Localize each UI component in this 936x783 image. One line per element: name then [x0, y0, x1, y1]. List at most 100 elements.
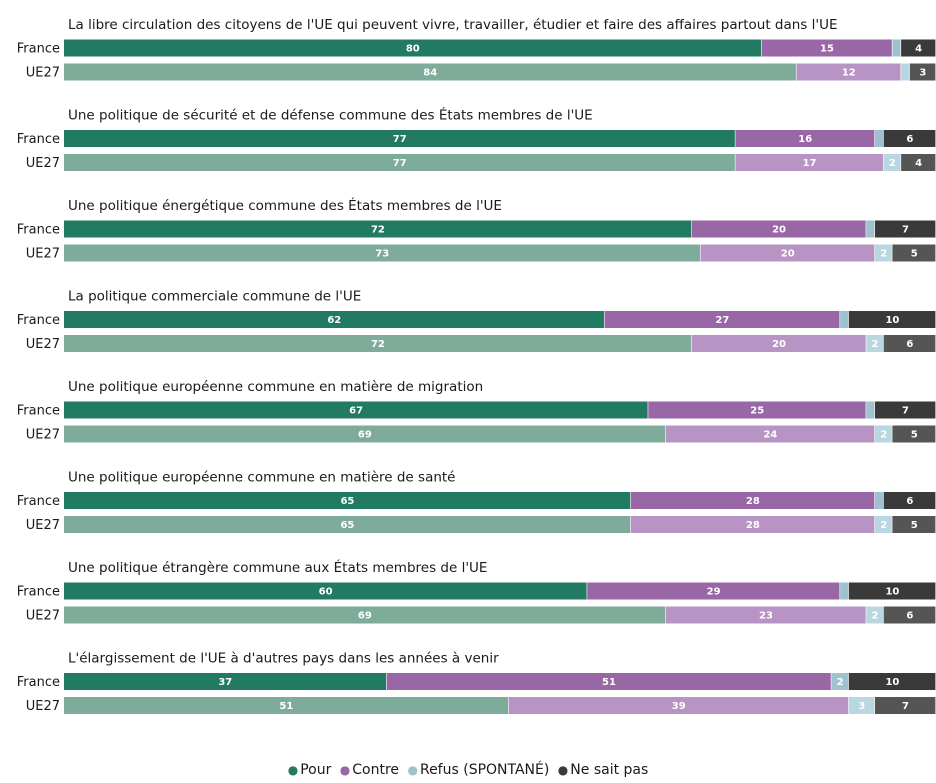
bar-segment-refus-ue27	[874, 516, 892, 533]
data-label-nsp-ue27: 6	[906, 611, 913, 622]
question-group: Une politique énergétique commune des Ét…	[17, 197, 936, 262]
question-group: Une politique européenne commune en mati…	[17, 379, 936, 443]
row-label-ue27: UE27	[26, 609, 60, 624]
bar-segment-refus-france	[874, 492, 884, 509]
data-label-refus-ue27: 2	[871, 339, 878, 350]
bar-segment-refus-ue27	[883, 154, 901, 171]
data-label-refus-ue27: 2	[880, 520, 887, 531]
data-label-pour-france: 72	[371, 225, 385, 236]
bar-segment-refus-ue27	[866, 335, 884, 352]
bar-segment-refus-ue27	[874, 425, 892, 443]
bar-segment-contre-ue27	[665, 425, 875, 443]
bar-segment-pour-france	[64, 492, 631, 509]
data-label-pour-ue27: 69	[358, 430, 372, 441]
data-label-nsp-france: 7	[902, 225, 909, 236]
data-label-refus-ue27: 2	[871, 611, 878, 622]
question-title: Une politique de sécurité et de défense …	[68, 107, 593, 124]
row-label-ue27: UE27	[26, 428, 60, 443]
data-label-refus-ue27: 2	[880, 249, 887, 260]
bar-segment-refus-france	[831, 673, 849, 690]
row-label-france: France	[17, 585, 60, 600]
bar-segment-nsp-france	[874, 401, 936, 419]
data-label-contre-ue27: 12	[842, 68, 856, 79]
bar-segment-pour-france	[64, 130, 735, 147]
bar-segment-pour-france	[64, 220, 692, 238]
bar-segment-contre-france	[386, 673, 831, 690]
data-label-pour-france: 67	[349, 406, 363, 417]
legend-marker-refus: ●	[407, 763, 418, 777]
data-label-contre-france: 16	[798, 134, 812, 145]
data-label-contre-france: 15	[820, 44, 834, 55]
bar-segment-contre-ue27	[691, 335, 866, 352]
question-group: Une politique étrangère commune aux État…	[17, 559, 936, 624]
data-label-nsp-ue27: 5	[911, 249, 918, 260]
bar-segment-pour-ue27	[64, 425, 666, 443]
legend-item-pour: ● Pour	[288, 762, 332, 778]
bar-segment-nsp-france	[901, 39, 936, 57]
bar-segment-pour-france	[64, 582, 587, 600]
bar-segment-pour-france	[64, 673, 387, 690]
data-label-contre-ue27: 39	[672, 701, 686, 712]
data-label-contre-france: 28	[746, 496, 760, 507]
bar-segment-pour-france	[64, 39, 761, 57]
bar-segment-contre-ue27	[735, 154, 884, 171]
question-title: L'élargissement de l'UE à d'autres pays …	[68, 651, 499, 667]
bar-segment-refus-ue27	[874, 244, 892, 262]
data-label-refus-ue27: 2	[889, 158, 896, 169]
data-label-nsp-france: 6	[906, 134, 913, 145]
bar-segment-pour-ue27	[64, 697, 509, 714]
data-label-pour-france: 62	[327, 315, 341, 326]
data-label-nsp-france: 10	[885, 677, 899, 688]
bar-segment-pour-ue27	[64, 154, 735, 171]
row-label-france: France	[17, 223, 60, 238]
bar-segment-pour-ue27	[64, 244, 700, 262]
bar-segment-nsp-france	[874, 220, 936, 238]
bar-segment-contre-france	[604, 311, 840, 328]
data-label-contre-france: 20	[772, 225, 786, 236]
data-label-pour-france: 60	[319, 587, 333, 598]
row-label-ue27: UE27	[26, 66, 60, 81]
question-title: Une politique étrangère commune aux État…	[68, 559, 487, 576]
question-title: La libre circulation des citoyens de l'U…	[68, 17, 838, 33]
row-label-france: France	[17, 313, 60, 328]
row-label-ue27: UE27	[26, 247, 60, 262]
question-group: Une politique de sécurité et de défense …	[17, 107, 936, 171]
bar-segment-refus-ue27	[866, 606, 884, 624]
data-label-pour-ue27: 69	[358, 611, 372, 622]
bar-segment-refus-france	[866, 220, 875, 238]
bar-segment-nsp-ue27	[909, 63, 936, 81]
bar-segment-nsp-ue27	[883, 335, 936, 352]
bar-segment-contre-france	[630, 492, 875, 509]
bar-segment-nsp-ue27	[874, 697, 936, 714]
data-label-pour-france: 80	[406, 44, 420, 55]
row-label-ue27: UE27	[26, 699, 60, 714]
question-title: Une politique européenne commune en mati…	[68, 379, 483, 395]
data-label-nsp-ue27: 7	[902, 701, 909, 712]
bar-segment-pour-ue27	[64, 516, 631, 533]
legend-label-contre: Contre	[352, 762, 400, 778]
question-title: Une politique européenne commune en mati…	[68, 470, 456, 486]
data-label-contre-ue27: 28	[746, 520, 760, 531]
bar-segment-nsp-ue27	[901, 154, 936, 171]
bar-segment-nsp-ue27	[892, 244, 936, 262]
bar-segment-contre-france	[691, 220, 866, 238]
question-title: La politique commerciale commune de l'UE	[68, 289, 361, 305]
row-label-france: France	[17, 675, 60, 690]
bar-segment-nsp-france	[883, 492, 936, 509]
legend-item-refus: ● Refus (SPONTANÉ)	[407, 762, 549, 778]
data-label-nsp-france: 10	[885, 587, 899, 598]
question-group: Une politique européenne commune en mati…	[17, 470, 936, 533]
legend-label-pour: Pour	[300, 762, 332, 778]
data-label-pour-ue27: 51	[279, 701, 293, 712]
data-label-nsp-france: 6	[906, 496, 913, 507]
bar-segment-contre-france	[761, 39, 892, 57]
bar-segment-nsp-france	[883, 130, 936, 147]
data-label-nsp-ue27: 5	[911, 520, 918, 531]
question-title: Une politique énergétique commune des Ét…	[68, 197, 502, 214]
question-group: La politique commerciale commune de l'UE…	[17, 289, 936, 352]
data-label-nsp-ue27: 3	[919, 68, 926, 79]
data-label-contre-france: 25	[750, 406, 764, 417]
data-label-contre-ue27: 23	[759, 611, 773, 622]
bar-segment-nsp-france	[848, 311, 936, 328]
